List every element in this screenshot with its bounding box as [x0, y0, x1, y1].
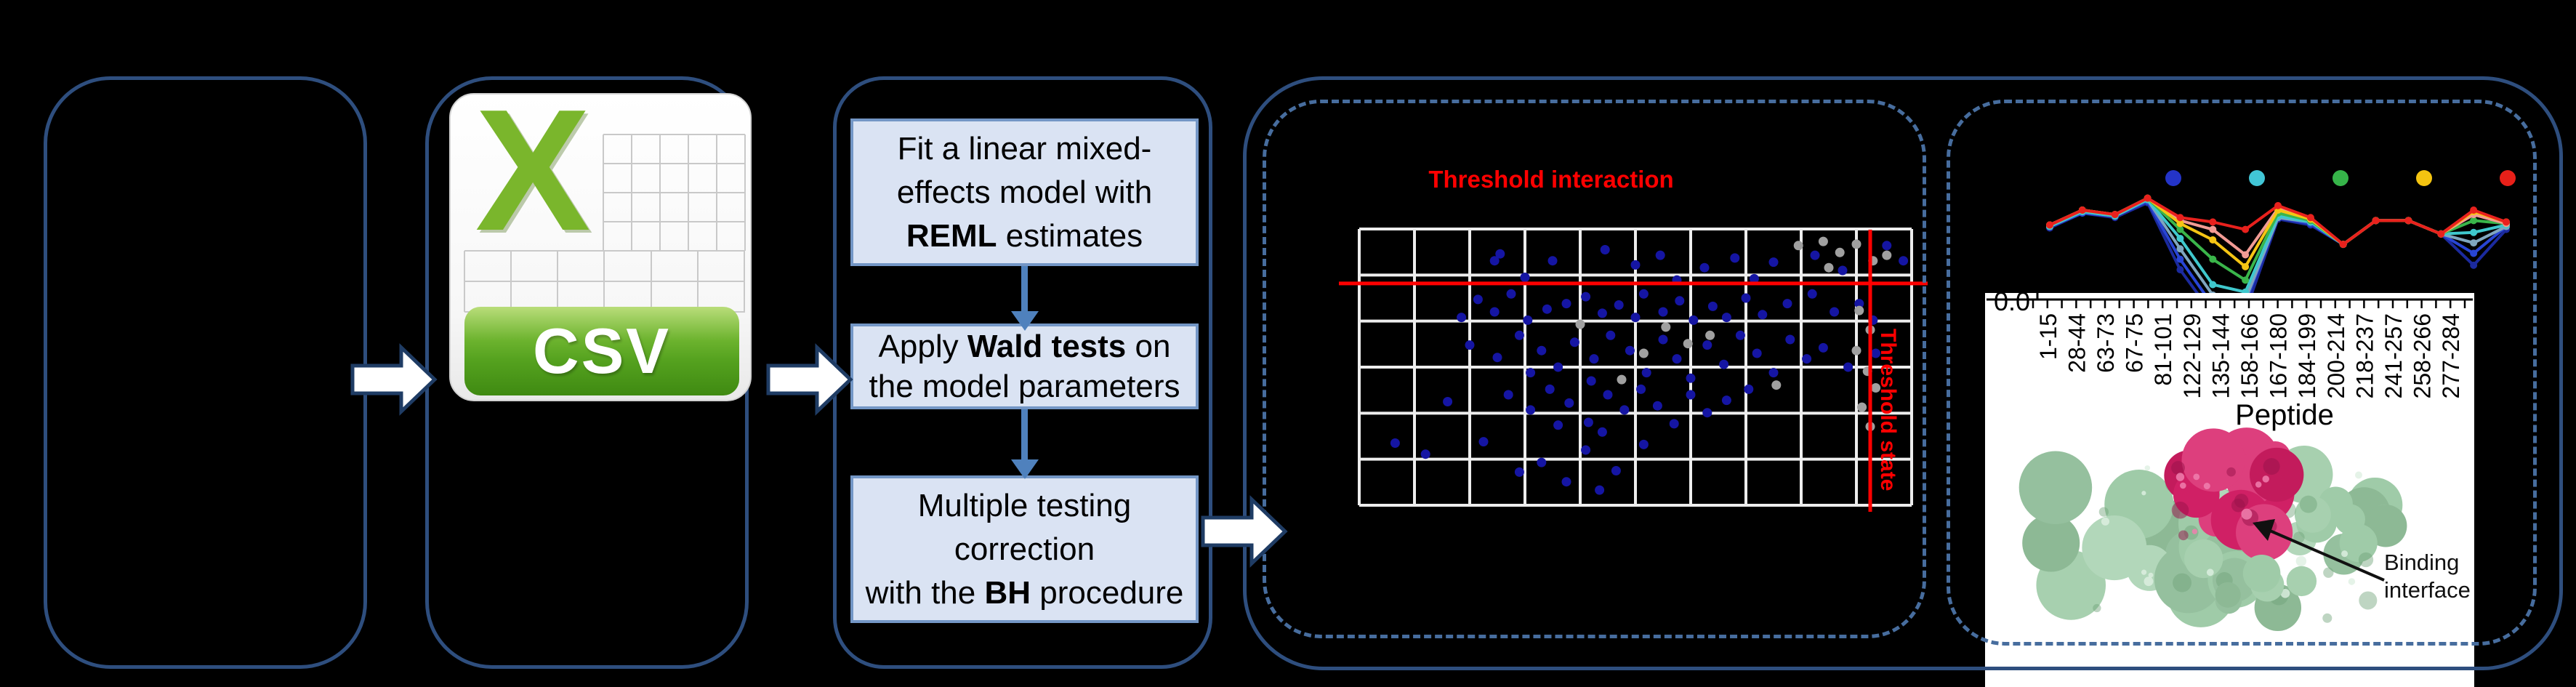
- svg-text:135-144: 135-144: [2207, 313, 2234, 398]
- panel-results-outer: [1243, 76, 2563, 670]
- svg-text:241-257: 241-257: [2380, 313, 2407, 398]
- panel-epitope-dashed: [1947, 100, 2537, 646]
- flow-arrow-1-icon: [350, 343, 438, 416]
- down-arrow-2-stem: [1021, 409, 1028, 459]
- svg-text:277-284: 277-284: [2438, 313, 2464, 398]
- peptide-line-chart-svg: [2046, 170, 2516, 316]
- step-fit-lmm: Fit a linear mixed-effects model with REM…: [850, 118, 1199, 266]
- svg-text:28-44: 28-44: [2064, 313, 2090, 373]
- svg-text:1-15: 1-15: [2035, 313, 2061, 360]
- excel-x-icon: X: [475, 74, 591, 267]
- svg-text:63-73: 63-73: [2093, 313, 2119, 373]
- peptide-axis-and-protein-svg: 1-15 28-44 63-73 67-75 81-101 122-129 135-144 1…: [1987, 293, 2473, 632]
- svg-text:184-199: 184-199: [2294, 313, 2320, 398]
- svg-text:218-237: 218-237: [2351, 313, 2378, 398]
- x-axis-title: Peptide: [2235, 399, 2334, 431]
- binding-interface-annotation: Binding interface: [2384, 550, 2471, 603]
- y-axis-tick-label: 0.0: [1994, 293, 2031, 316]
- flow-arrow-2-icon: [766, 343, 853, 416]
- scatter-plot-svg: [1339, 228, 1928, 512]
- csv-file-icon: X CSV: [449, 80, 752, 401]
- down-arrow-1-stem: [1021, 266, 1028, 311]
- svg-text:81-101: 81-101: [2150, 313, 2176, 386]
- csv-banner: CSV: [464, 307, 739, 395]
- down-arrow-1-icon: [1011, 311, 1039, 331]
- step-wald-tests: Apply Wald tests on the model parameters: [850, 324, 1199, 409]
- svg-text:158-166: 158-166: [2237, 313, 2263, 398]
- threshold-state-label: Threshold state: [1876, 329, 1900, 491]
- peptide-figure-block: 1-15 28-44 63-73 67-75 81-101 122-129 135-144 1…: [1985, 293, 2474, 687]
- flow-arrow-3-icon: [1201, 495, 1288, 568]
- svg-text:200-214: 200-214: [2323, 313, 2349, 398]
- csv-label: CSV: [533, 315, 671, 387]
- svg-text:258-266: 258-266: [2410, 313, 2436, 398]
- step-bh-correction: Multiple testing correction with the BH pr…: [850, 475, 1199, 623]
- panel-input-empty: [44, 76, 367, 669]
- svg-text:122-129: 122-129: [2179, 313, 2205, 398]
- panel-thresholds-dashed: [1263, 100, 1926, 638]
- scatter-title: Threshold interaction: [1428, 166, 1674, 193]
- down-arrow-2-icon: [1011, 459, 1039, 479]
- svg-text:167-180: 167-180: [2266, 313, 2292, 398]
- svg-text:67-75: 67-75: [2122, 313, 2148, 373]
